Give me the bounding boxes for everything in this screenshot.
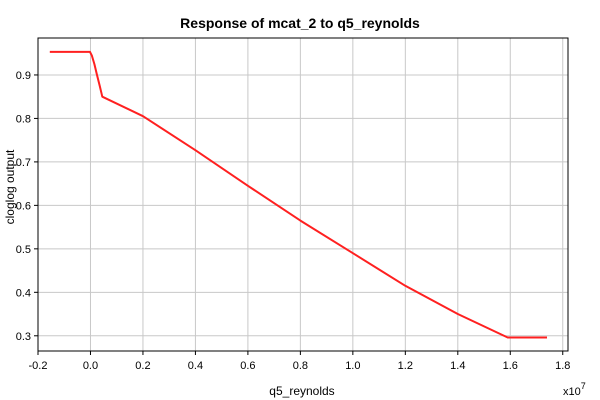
- grid: [37, 38, 568, 351]
- y-tick-label: 0.7: [16, 157, 31, 169]
- y-tick-label: 0.5: [16, 244, 31, 256]
- x-axis-label: q5_reynolds: [269, 384, 334, 398]
- series-group: [49, 50, 547, 339]
- x-tick-label: 1.4: [450, 360, 465, 372]
- x-tick-label: -0.2: [29, 360, 48, 372]
- y-tick-label: 0.8: [16, 113, 31, 125]
- x-tick-label: 0.8: [293, 360, 308, 372]
- x-tick-label: 0.2: [135, 360, 150, 372]
- x-axis-multiplier-base: x10: [563, 386, 581, 398]
- x-axis-ticks: -0.2 0.0 0.2 0.4 0.6 0.8 1.0 1.2 1.4 1.6 1.8: [29, 351, 570, 372]
- y-axis-label: cloglog output: [3, 149, 17, 224]
- y-tick-label: 0.4: [16, 287, 31, 299]
- x-tick-label: 0.0: [83, 360, 98, 372]
- x-tick-label: 1.8: [555, 360, 570, 372]
- y-tick-label: 0.3: [16, 331, 31, 343]
- y-tick-label: 0.6: [16, 200, 31, 212]
- x-tick-label: 0.4: [188, 360, 203, 372]
- x-axis-multiplier: x107: [563, 381, 586, 398]
- x-axis-multiplier-exponent: 7: [581, 381, 586, 391]
- x-tick-label: 1.6: [503, 360, 518, 372]
- x-tick-label: 1.2: [398, 360, 413, 372]
- plot-frame: [37, 37, 569, 352]
- y-tick-label: 0.9: [16, 70, 31, 82]
- y-axis-ticks: 0.3 0.4 0.5 0.6 0.7 0.8 0.9: [16, 70, 38, 343]
- x-tick-label: 0.6: [240, 360, 255, 372]
- series-line: [49, 50, 547, 339]
- chart-title: Response of mcat_2 to q5_reynolds: [180, 15, 420, 31]
- x-tick-label: 1.0: [345, 360, 360, 372]
